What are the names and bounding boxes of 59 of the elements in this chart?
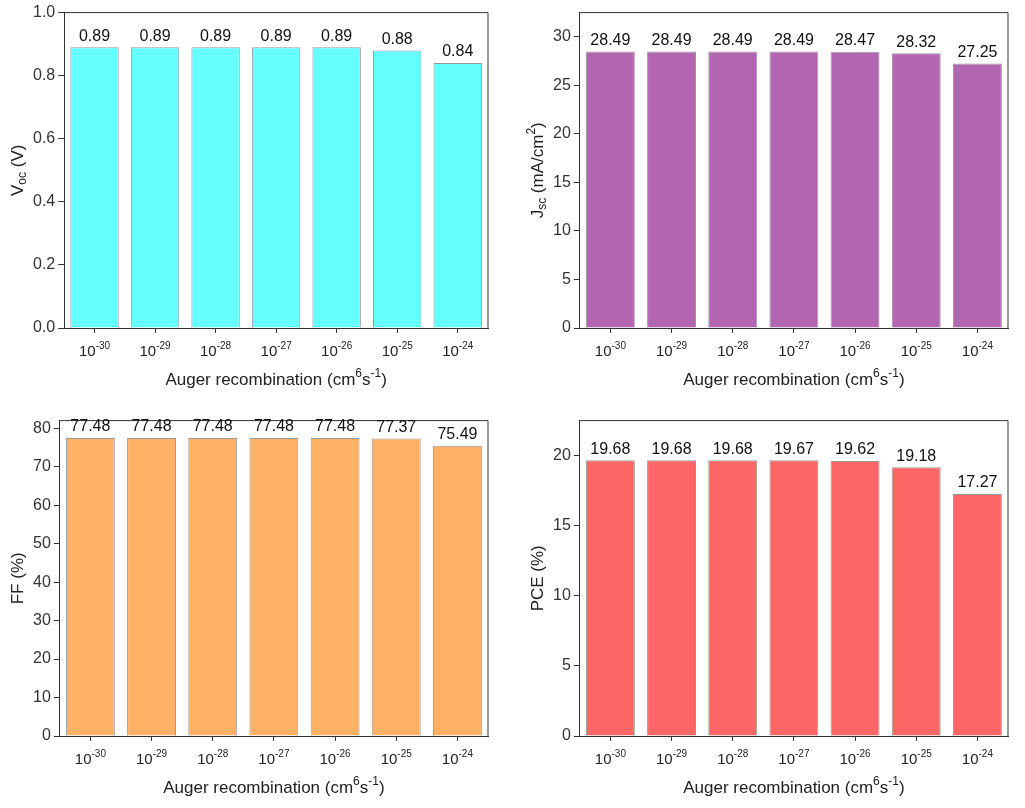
y-axis-title: PCE (%) [527,545,547,612]
y-tick-label: 20 [33,649,51,667]
data-label: 28.49 [651,30,692,48]
y-tick-label: 5 [561,269,571,287]
data-label: 28.49 [773,30,815,48]
y-tick-label: 30 [553,27,571,45]
data-label: 0.89 [260,26,292,44]
y-tick-label: 5 [561,656,571,674]
data-label: 0.88 [381,29,413,47]
y-tick-label: 15 [553,172,571,190]
y-axis-title: Voc (V) [7,144,30,196]
y-tick-label: 0 [561,726,571,744]
y-tick-label: 15 [553,516,571,534]
data-label: 77.37 [376,417,417,435]
data-label: 0.84 [442,42,474,60]
y-tick-label: 50 [33,534,51,552]
y-tick-label: 80 [33,418,51,436]
y-axis-title: Jsc (mA/cm2) [523,122,550,219]
y-axis-title: FF (%) [7,552,27,605]
y-tick-label: 0.4 [32,192,56,210]
y-tick-label: 0.0 [32,318,56,336]
y-tick-label: 10 [553,586,571,604]
data-label: 19.68 [590,439,631,457]
data-label: 77.48 [315,417,356,435]
data-label: 19.68 [712,439,753,457]
y-tick-label: 10 [553,221,571,239]
data-label: 77.48 [192,417,233,435]
data-label: 19.68 [651,439,692,457]
y-tick-label: 0.2 [32,255,56,273]
data-label: 28.49 [712,30,753,48]
data-label: 17.27 [957,473,998,491]
y-tick-label: 0.6 [32,129,56,147]
y-tick-label: 25 [553,75,571,93]
data-label: 28.32 [896,32,937,50]
y-tick-label: 30 [33,611,51,629]
data-label: 77.48 [131,417,172,435]
y-tick-label: 0 [561,318,571,336]
data-label: 19.67 [773,439,815,457]
y-tick-label: 0 [41,726,51,744]
data-label: 0.89 [78,26,111,44]
data-label: 0.89 [139,26,171,44]
data-label: 0.89 [200,26,232,44]
y-tick-label: 20 [553,124,571,142]
data-label: 28.47 [835,31,876,49]
data-label: 0.89 [321,26,353,44]
data-label: 75.49 [437,425,478,443]
y-tick-label: 40 [33,572,51,590]
y-tick-label: 0.8 [32,66,56,84]
data-label: 28.49 [590,30,631,48]
y-tick-label: 70 [33,457,51,475]
data-label: 27.25 [957,42,998,60]
y-tick-label: 60 [33,495,51,513]
data-label: 77.48 [253,417,295,435]
data-label: 19.18 [896,446,937,464]
y-tick-label: 10 [33,687,51,705]
data-label: 77.48 [70,417,111,435]
data-label: 19.62 [835,440,876,458]
y-tick-label: 20 [553,446,571,464]
y-tick-label: 1.0 [32,3,56,21]
